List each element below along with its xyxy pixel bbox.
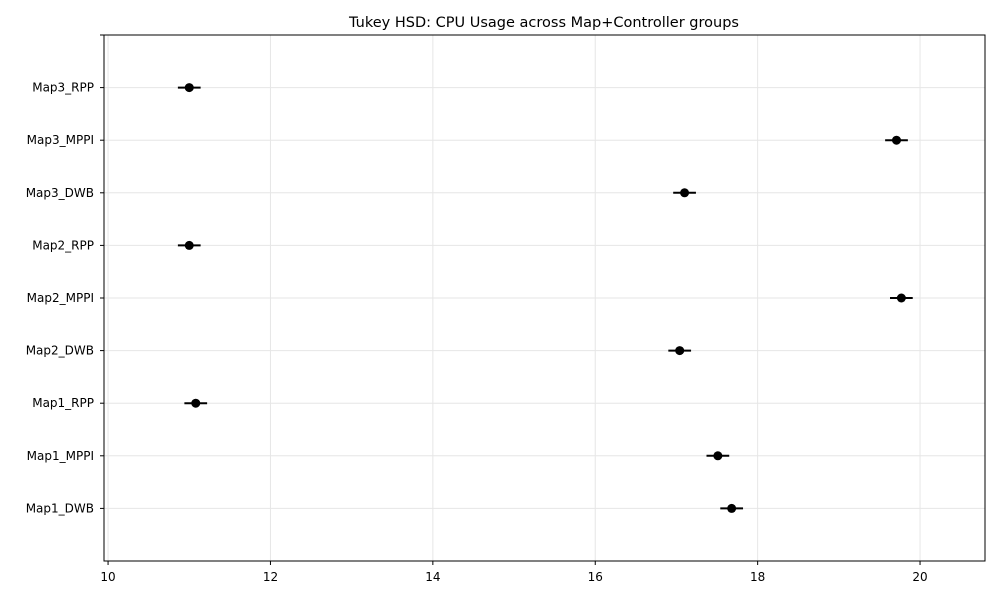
axis-layer: 10 12 14 16 18 20 Map1_DWB Map1_MPPI Map1_RPP Map… [26, 34, 928, 584]
y-tick-label: Map2_MPPI [27, 291, 94, 305]
x-tick-label: 16 [588, 570, 603, 584]
mean-point-map1_dwb [727, 503, 737, 513]
x-tick-label: 18 [750, 570, 765, 584]
x-tick-label: 14 [425, 570, 440, 584]
y-tick-label: Map3_RPP [32, 81, 94, 95]
x-tick-label: 10 [100, 570, 115, 584]
mean-point-map2_mppi [896, 293, 906, 303]
y-tick-label: Map2_RPP [32, 238, 94, 252]
y-tick-label: Map1_RPP [32, 396, 94, 410]
mean-point-map3_mppi [891, 135, 901, 145]
mean-point-map1_mppi [713, 451, 723, 461]
y-tick-label: Map1_DWB [26, 501, 94, 515]
chart-title: Tukey HSD: CPU Usage across Map+Controll… [348, 15, 739, 31]
y-tick-label: Map1_MPPI [27, 449, 94, 463]
mean-point-map3_dwb [680, 188, 690, 198]
y-tick-label: Map3_MPPI [27, 133, 94, 147]
grid-layer [104, 35, 985, 561]
mean-point-map3_rpp [184, 83, 194, 93]
x-tick-label: 20 [912, 570, 927, 584]
y-tick-label: Map2_DWB [26, 344, 94, 358]
marks-layer [177, 83, 913, 513]
mean-point-map2_dwb [675, 346, 685, 356]
y-tick-label: Map3_DWB [26, 186, 94, 200]
mean-point-map1_rpp [191, 398, 201, 408]
mean-point-map2_rpp [184, 240, 194, 250]
x-tick-label: 12 [263, 570, 278, 584]
